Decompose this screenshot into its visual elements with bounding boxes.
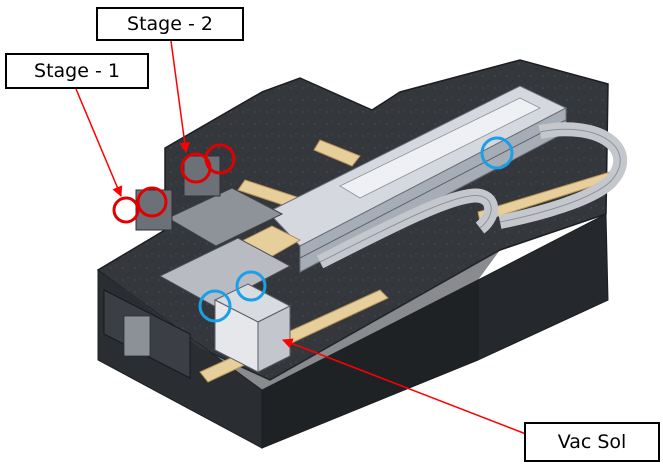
- red-circle-marker-stage-2-b: [204, 143, 236, 175]
- stage-carriage: [158, 237, 292, 307]
- callout-stage-2: Stage - 2: [96, 7, 244, 41]
- stage-2-mount: [183, 155, 221, 197]
- stage-plate: [158, 187, 302, 307]
- cable-carrier-back-edge: [499, 128, 621, 223]
- pointer-stage-2: [170, 40, 190, 154]
- stage-top-plate: [166, 187, 284, 247]
- callout-stage-1-label: Stage - 1: [34, 59, 120, 82]
- callout-stage-1: Stage - 1: [5, 53, 149, 89]
- callout-pointers: [75, 40, 527, 435]
- callout-vac-sol: Vac Sol: [524, 422, 660, 462]
- callout-vac-sol-label: Vac Sol: [557, 430, 627, 453]
- red-circle-marker-stage-1-b: [136, 186, 168, 218]
- blue-circle-marker-stage-a: [235, 270, 267, 302]
- vac-markers: [198, 136, 514, 323]
- cable-carrier-front-edge: [319, 195, 492, 263]
- red-circle-marker-stage-1-a: [112, 196, 140, 224]
- cable-carriers: [316, 122, 628, 269]
- stage-markers: [112, 143, 236, 224]
- blue-circle-marker-rail: [480, 136, 514, 170]
- rail-cover-plate: [339, 97, 541, 199]
- bracket-slot: [123, 315, 151, 357]
- pointer-stage-1: [75, 88, 123, 197]
- wood-block-back: [313, 139, 361, 167]
- callout-stage-2-label: Stage - 2: [127, 12, 213, 35]
- vac-sol-side: [257, 305, 291, 373]
- pointer-vac-sol: [282, 338, 527, 435]
- blue-circle-marker-stage-b: [198, 289, 232, 323]
- front-bracket: [103, 289, 191, 379]
- rail-track-line: [299, 119, 567, 259]
